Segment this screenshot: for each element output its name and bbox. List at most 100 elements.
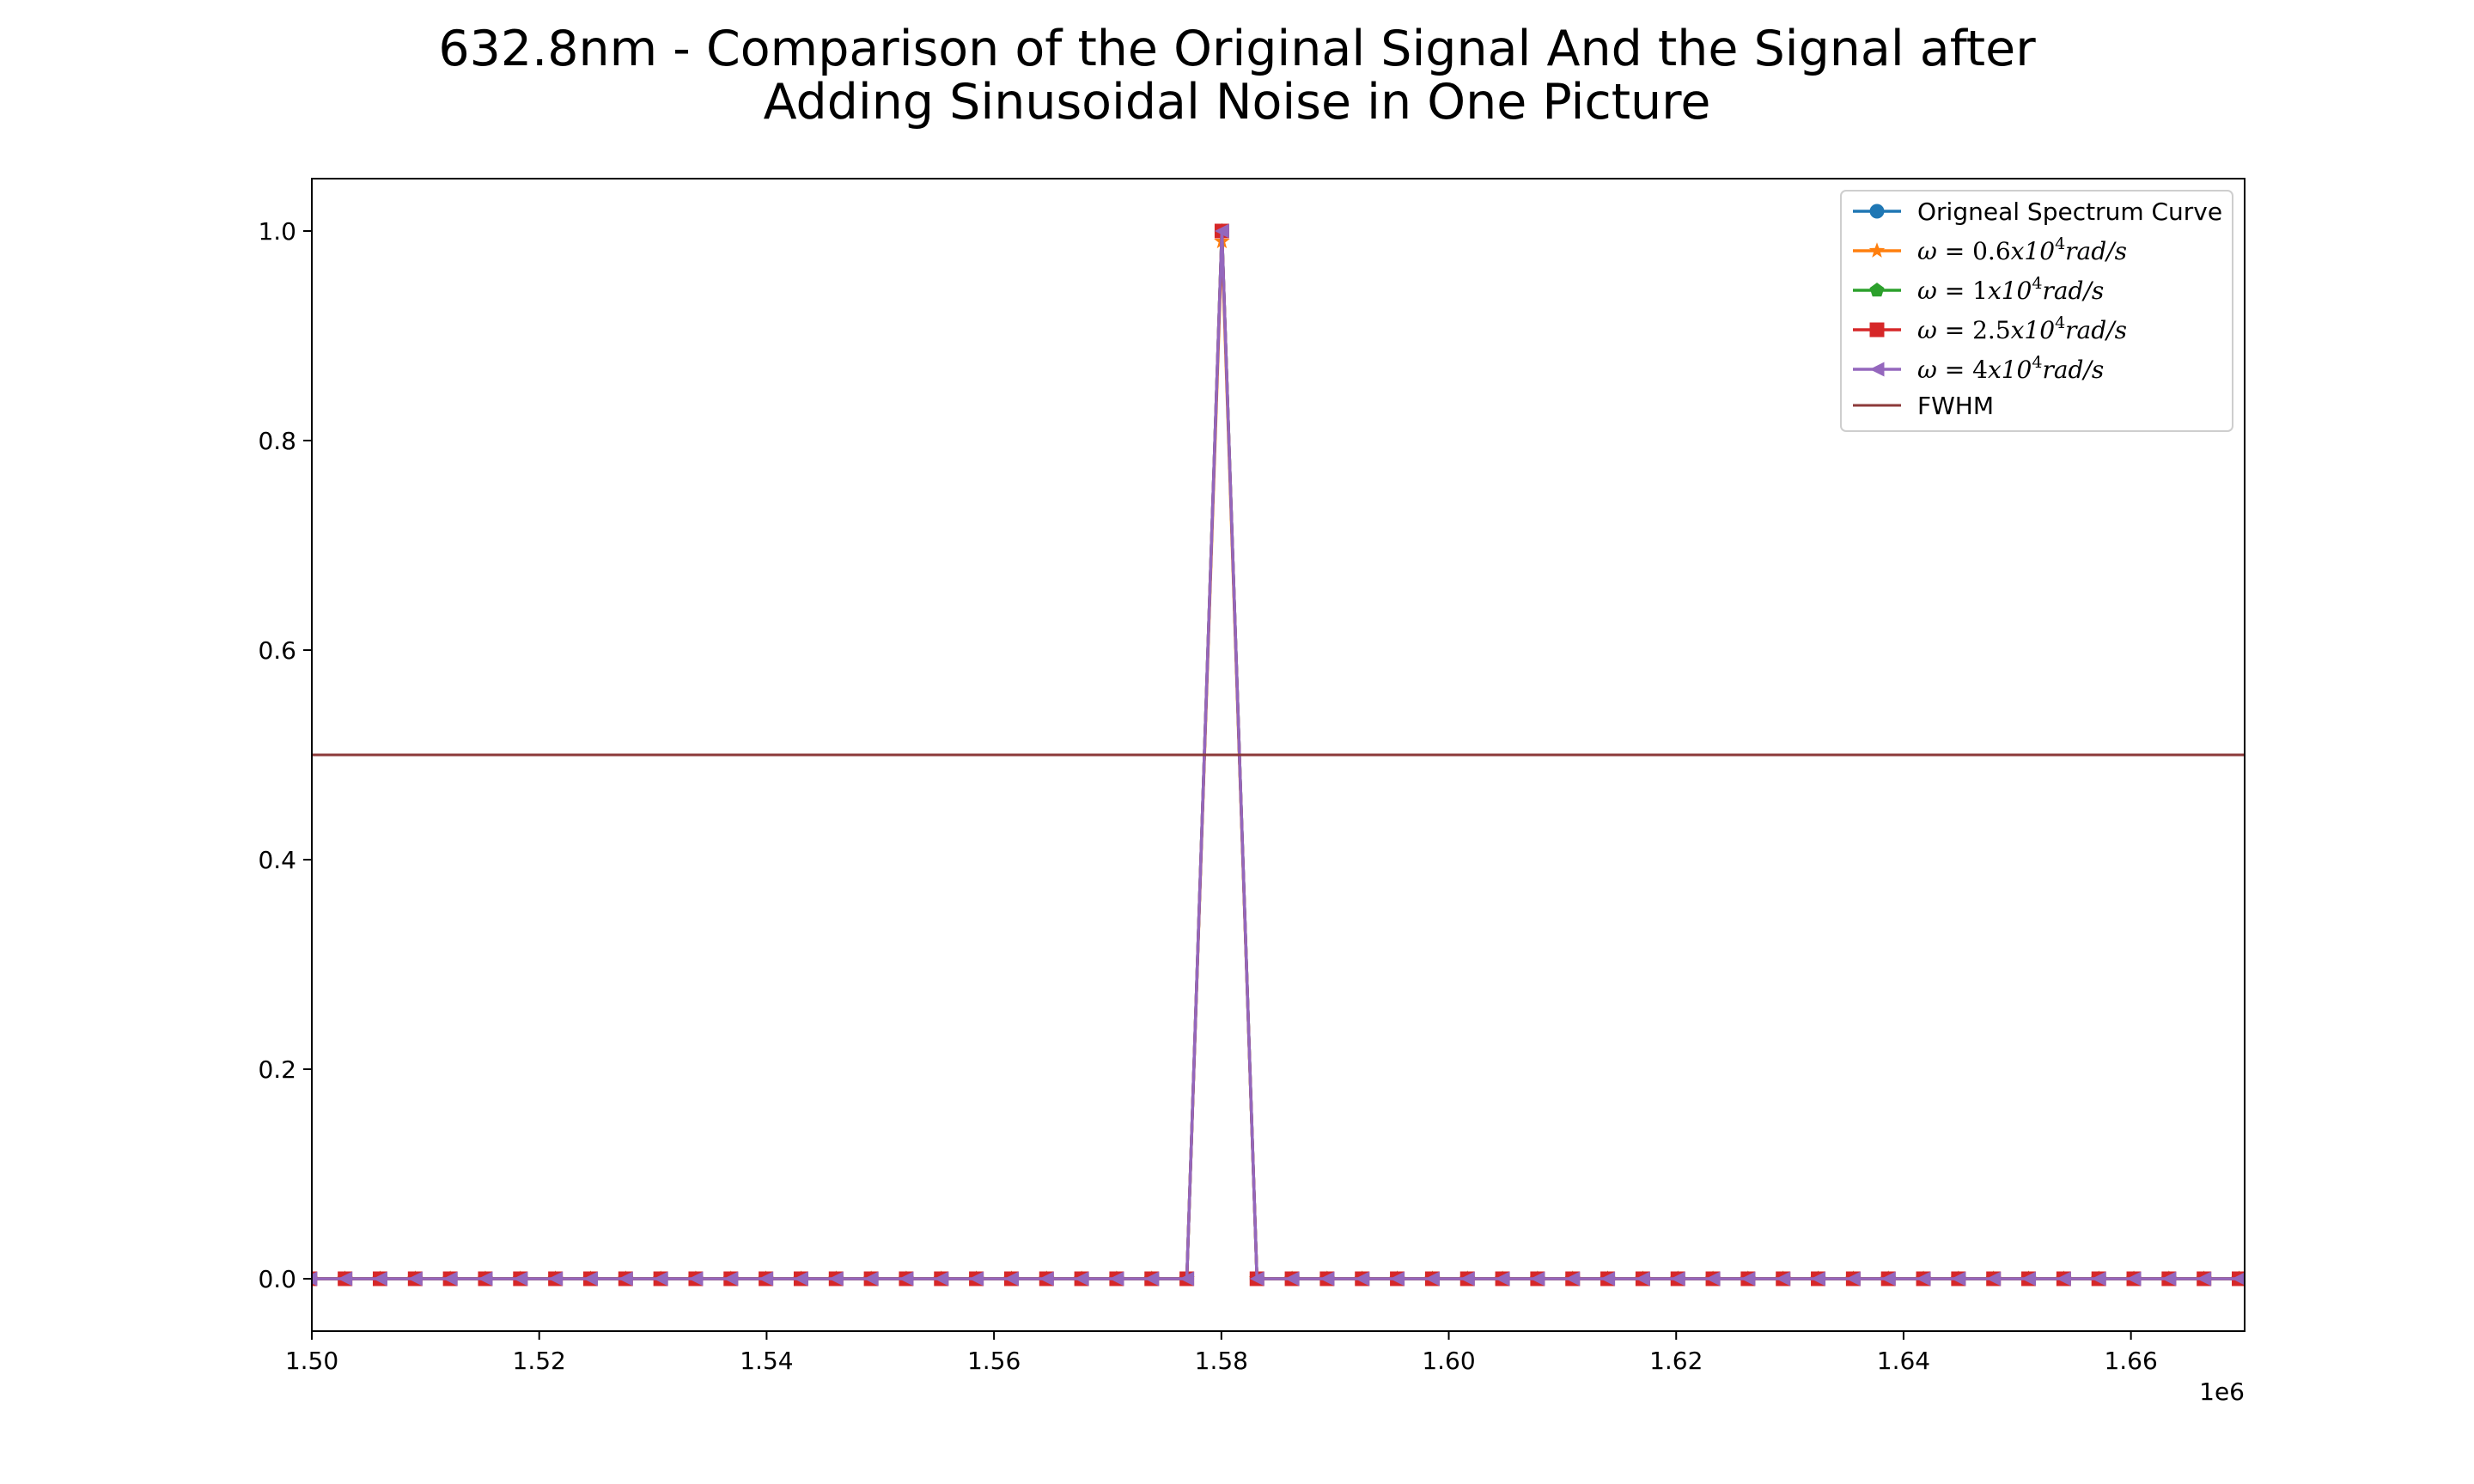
data-point bbox=[513, 1271, 528, 1286]
data-point bbox=[1284, 1271, 1300, 1286]
data-point bbox=[2232, 1272, 2245, 1286]
data-point bbox=[1003, 1271, 1019, 1286]
x-tick-label: 1.62 bbox=[1649, 1347, 1703, 1375]
y-tick-label: 0.0 bbox=[258, 1265, 296, 1293]
legend-coef-4: 4 bbox=[1972, 356, 1988, 384]
legend-omega-4: ω bbox=[1917, 356, 1937, 384]
legend-label-omega-4: ω = 4x104rad/s bbox=[1917, 353, 2104, 384]
legend-base-0-6: x10 bbox=[2011, 237, 2055, 265]
legend-unit-4: rad/s bbox=[2042, 356, 2104, 384]
x-tick-label: 1.56 bbox=[967, 1347, 1021, 1375]
data-point bbox=[582, 1271, 598, 1286]
data-point bbox=[1214, 223, 1229, 239]
x-tick-label: 1.64 bbox=[1877, 1347, 1930, 1375]
data-point bbox=[828, 1271, 844, 1286]
data-point bbox=[1845, 1271, 1861, 1286]
y-tick-label: 0.2 bbox=[258, 1055, 296, 1084]
data-point bbox=[442, 1271, 458, 1286]
data-point bbox=[1776, 1271, 1791, 1286]
data-point bbox=[934, 1271, 949, 1286]
legend-coef-1: 1 bbox=[1972, 277, 1988, 305]
legend-marker-3 bbox=[1869, 322, 1885, 338]
data-point bbox=[1705, 1271, 1721, 1286]
data-point bbox=[863, 1271, 879, 1286]
x-offset-label: 1e6 bbox=[2199, 1378, 2245, 1406]
series-4 bbox=[312, 223, 2282, 1286]
legend-exp-0-6: 4 bbox=[2055, 234, 2065, 253]
legend-base-1: x10 bbox=[1988, 277, 2032, 305]
data-point bbox=[2267, 1272, 2282, 1286]
legend-marker-1 bbox=[1868, 242, 1886, 258]
data-point bbox=[2267, 1272, 2282, 1286]
legend-coef-2-5: 2.5 bbox=[1972, 316, 2011, 344]
x-tick-label: 1.60 bbox=[1422, 1347, 1475, 1375]
data-point bbox=[1109, 1271, 1124, 1286]
data-point bbox=[1459, 1271, 1475, 1286]
legend-exp-1: 4 bbox=[2032, 274, 2042, 293]
data-point bbox=[338, 1271, 353, 1286]
data-point bbox=[1179, 1271, 1195, 1286]
legend-base-4: x10 bbox=[1988, 356, 2032, 384]
legend-unit-1: rad/s bbox=[2042, 277, 2104, 305]
y-tick-label: 1.0 bbox=[258, 217, 296, 246]
data-point bbox=[1424, 1271, 1440, 1286]
data-point bbox=[1951, 1271, 1966, 1286]
legend-omega-2-5: ω bbox=[1917, 316, 1937, 344]
y-tick-label: 0.6 bbox=[258, 636, 296, 665]
x-tick-label: 1.50 bbox=[285, 1347, 338, 1375]
data-point bbox=[478, 1271, 493, 1286]
y-axis: 0.0 0.2 0.4 0.6 0.8 1.0 bbox=[258, 217, 312, 1293]
data-point bbox=[793, 1271, 808, 1286]
data-point bbox=[1144, 1271, 1160, 1286]
data-point bbox=[1355, 1271, 1370, 1286]
data-point bbox=[2267, 1271, 2282, 1285]
legend-exp-4: 4 bbox=[2032, 353, 2042, 372]
legend-unit-2-5: rad/s bbox=[2065, 316, 2127, 344]
data-point bbox=[1530, 1271, 1545, 1286]
chart-title-line-2: Adding Sinusoidal Noise in One Picture bbox=[764, 74, 1711, 131]
data-point bbox=[2021, 1271, 2037, 1286]
chart-title-line-1: 632.8nm - Comparison of the Original Sig… bbox=[438, 21, 2036, 77]
data-point bbox=[2161, 1271, 2177, 1286]
legend-label-omega-0-6: ω = 0.6x104rad/s bbox=[1917, 234, 2127, 265]
data-point bbox=[2056, 1271, 2071, 1286]
series-layer bbox=[312, 223, 2282, 1286]
legend-eq-0-6: = bbox=[1937, 237, 1972, 265]
data-point bbox=[688, 1271, 704, 1286]
legend-label-omega-1: ω = 1x104rad/s bbox=[1917, 274, 2104, 305]
y-tick-label: 0.8 bbox=[258, 427, 296, 455]
legend-eq-2-5: = bbox=[1937, 316, 1972, 344]
legend-label-fwhm: FWHM bbox=[1917, 392, 1994, 420]
data-point bbox=[1600, 1271, 1616, 1286]
legend-eq-4: = bbox=[1937, 356, 1972, 384]
legend-unit-0-6: rad/s bbox=[2065, 237, 2127, 265]
x-tick-label: 1.54 bbox=[740, 1347, 793, 1375]
data-point bbox=[372, 1271, 387, 1286]
data-point bbox=[899, 1271, 914, 1286]
y-tick-label: 0.4 bbox=[258, 846, 296, 874]
data-point bbox=[759, 1271, 774, 1286]
legend-omega-1: ω bbox=[1917, 277, 1937, 305]
data-point bbox=[407, 1271, 423, 1286]
data-point bbox=[1635, 1271, 1650, 1286]
data-point bbox=[1039, 1271, 1054, 1286]
data-point bbox=[618, 1271, 633, 1286]
data-point bbox=[2126, 1271, 2142, 1286]
data-point bbox=[2197, 1271, 2212, 1286]
legend-base-2-5: x10 bbox=[2011, 316, 2055, 344]
x-tick-label: 1.66 bbox=[2104, 1347, 2157, 1375]
legend-omega-0-6: ω bbox=[1917, 237, 1937, 265]
legend: Origneal Spectrum Curve ω = 0.6x104rad/s… bbox=[1840, 190, 2233, 432]
data-point bbox=[1495, 1271, 1510, 1286]
legend-marker-2 bbox=[1869, 283, 1885, 297]
legend-exp-2-5: 4 bbox=[2055, 313, 2065, 332]
data-point bbox=[1074, 1271, 1089, 1286]
data-point bbox=[2267, 1272, 2282, 1286]
data-point bbox=[1740, 1271, 1756, 1286]
data-point bbox=[653, 1271, 668, 1286]
data-point bbox=[1670, 1271, 1685, 1286]
data-point bbox=[2266, 1270, 2282, 1286]
data-point bbox=[969, 1271, 984, 1286]
x-tick-label: 1.58 bbox=[1195, 1347, 1248, 1375]
